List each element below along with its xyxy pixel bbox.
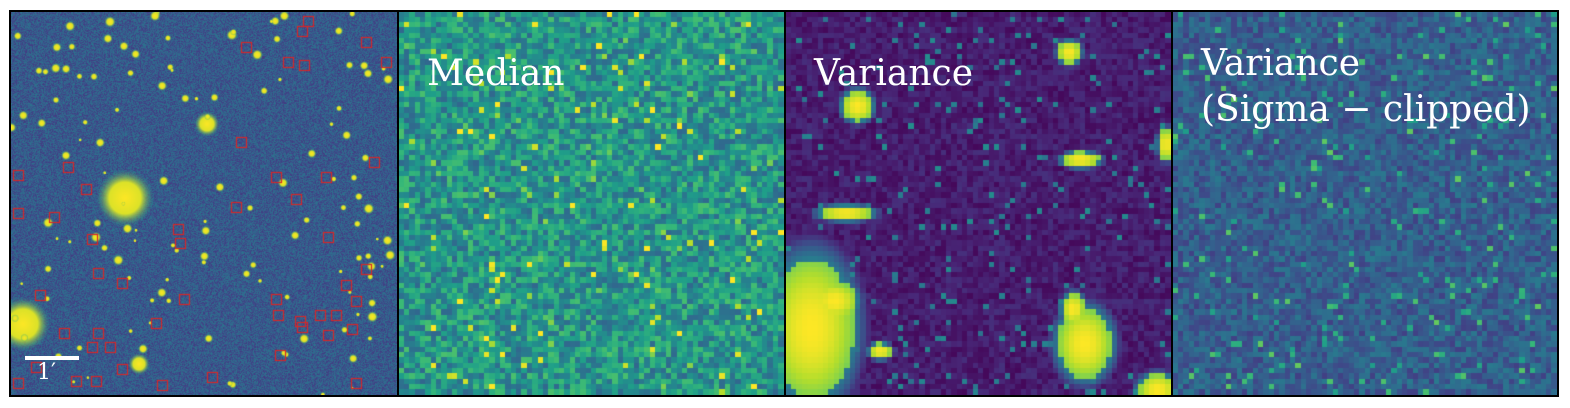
variance-sigma-clipped-panel: Variance (Sigma − clipped) (1171, 10, 1559, 397)
variance-clipped-label-line1: Variance (1201, 43, 1360, 84)
scale-bar-label: 1′ (37, 360, 56, 385)
variance-label: Variance (814, 53, 973, 94)
variance-image (786, 12, 1171, 395)
variance-sigma-clipped-image (1173, 12, 1557, 395)
sky-image (11, 12, 397, 395)
variance-panel: Variance (784, 10, 1173, 397)
median-label: Median (427, 53, 565, 94)
variance-clipped-label-line2: (Sigma − clipped) (1201, 89, 1531, 130)
sky-image-panel: 1′ (9, 10, 399, 397)
median-image (399, 12, 784, 395)
scale-bar (25, 356, 79, 360)
median-panel: Median (397, 10, 786, 397)
